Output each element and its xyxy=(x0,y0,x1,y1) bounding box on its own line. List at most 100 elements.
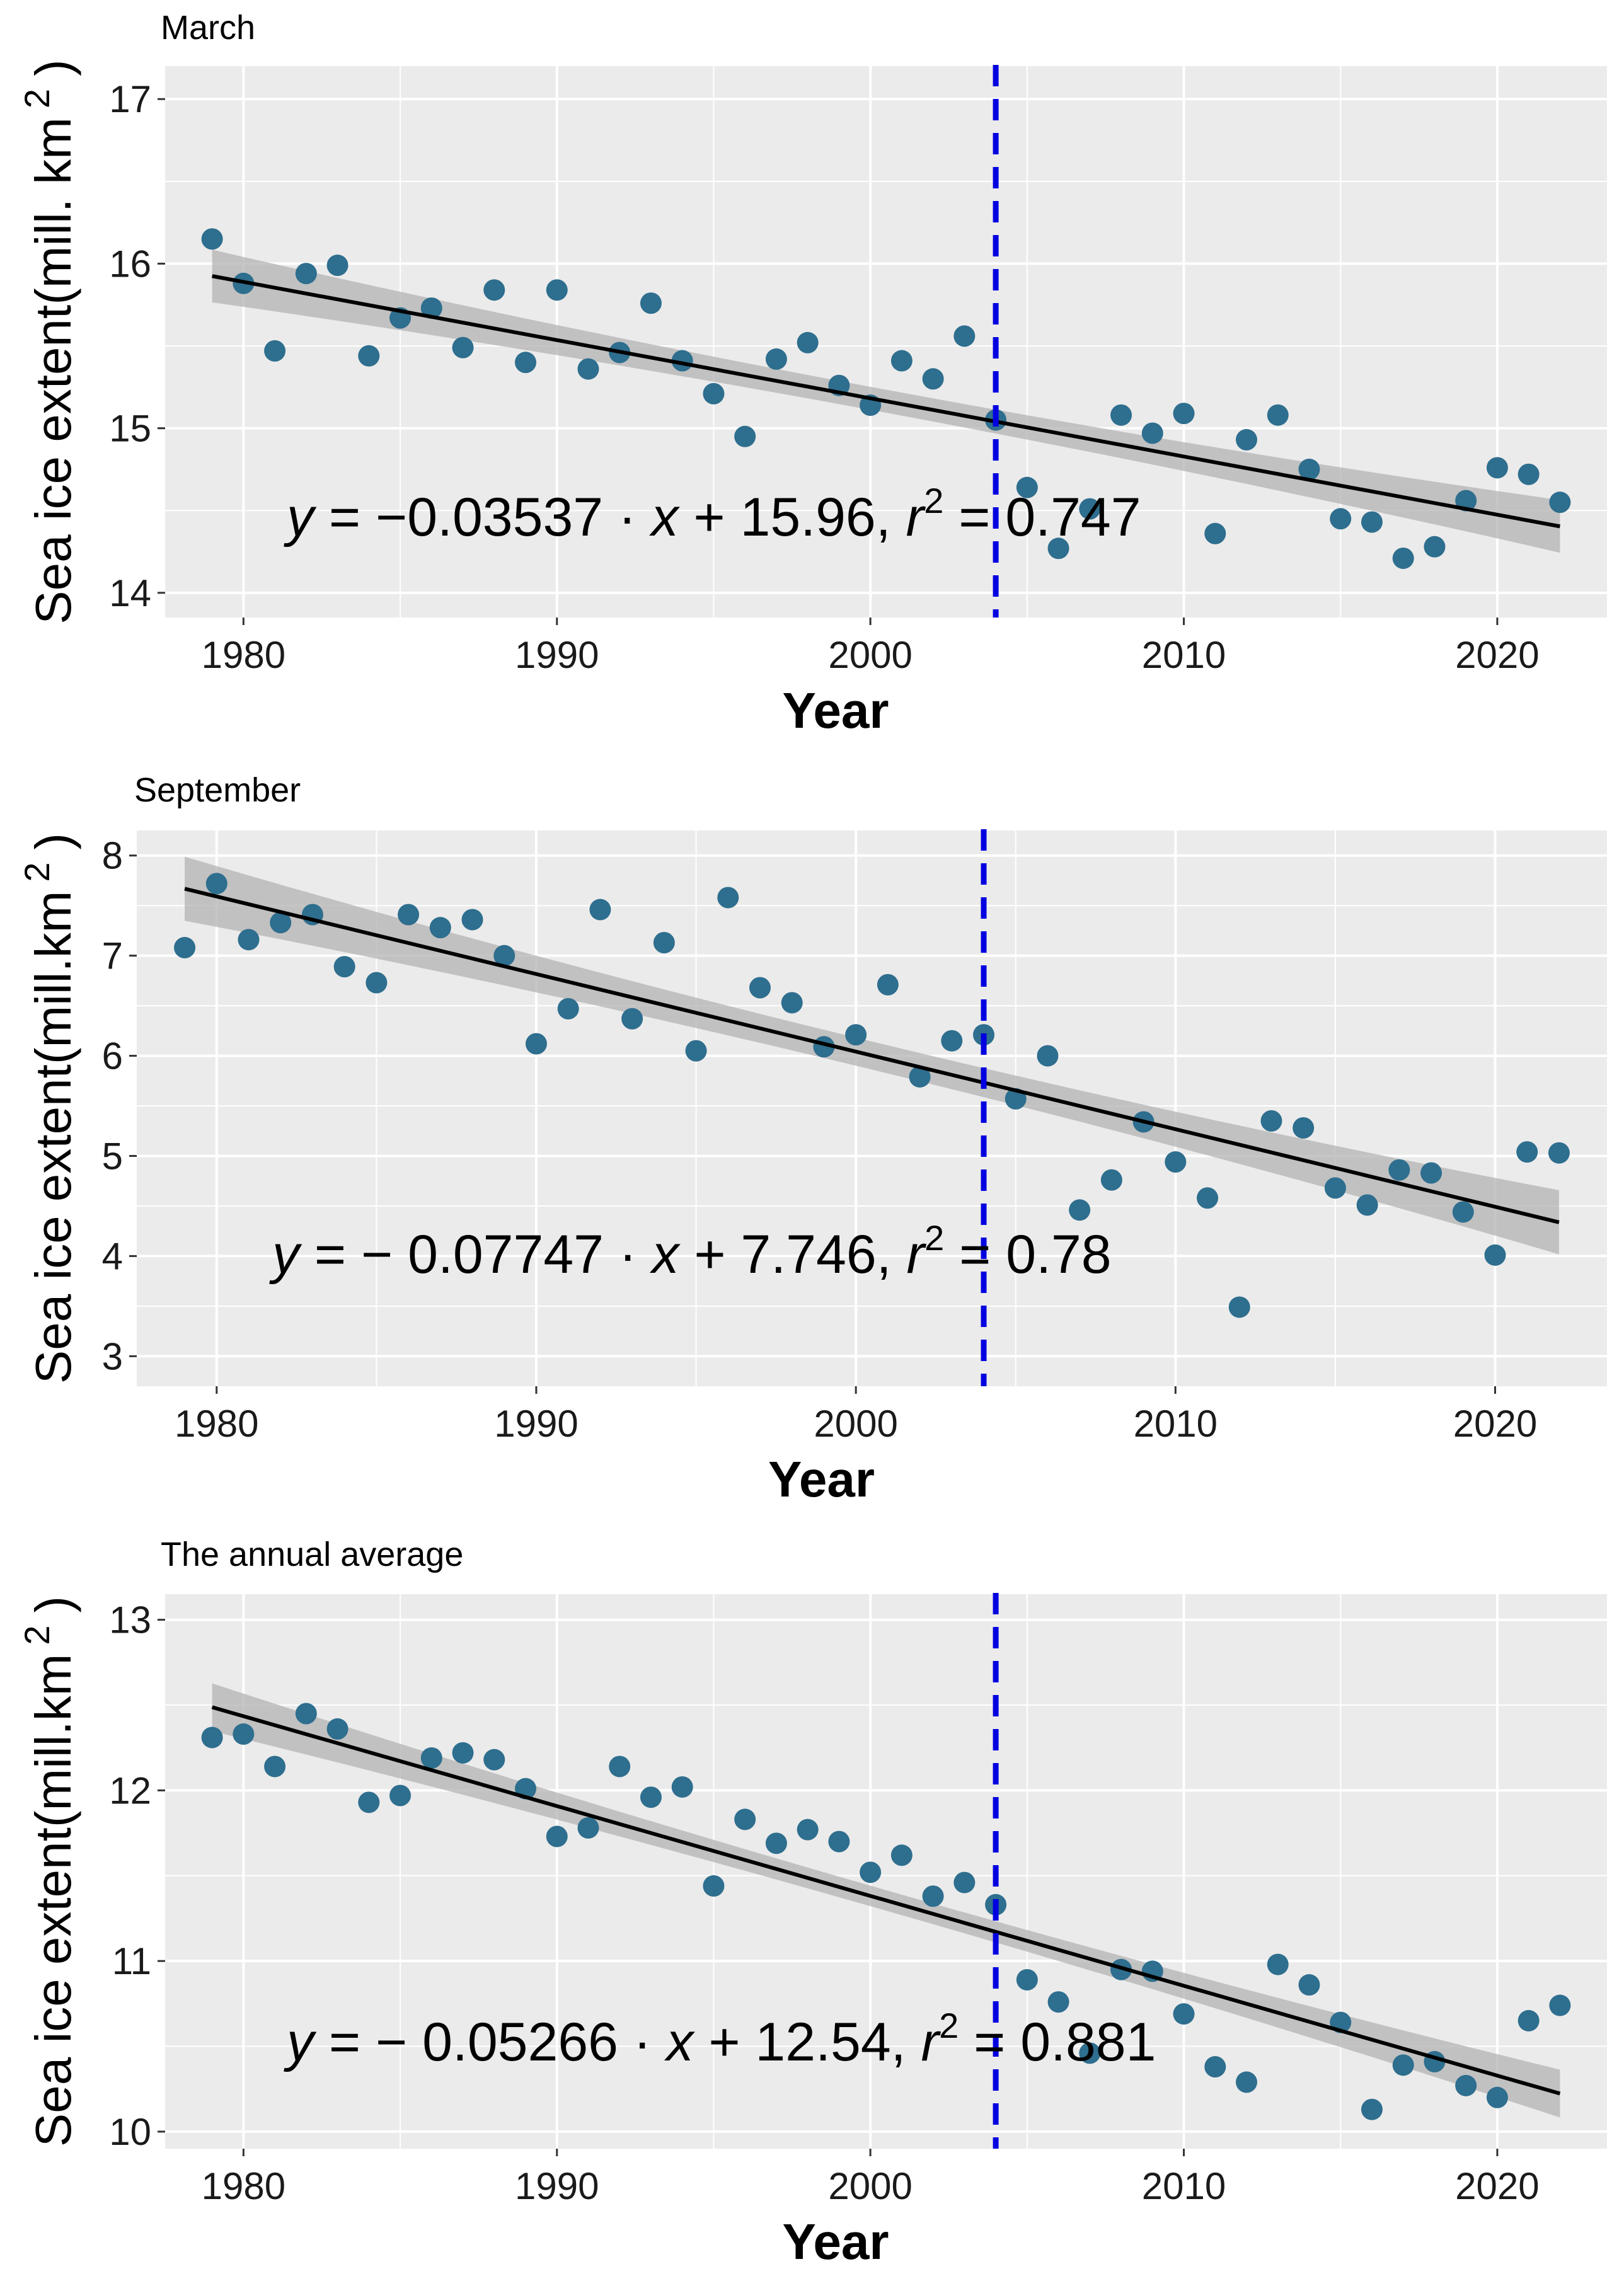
data-point xyxy=(295,263,317,285)
y-tick-label: 3 xyxy=(102,1335,123,1377)
regression-line xyxy=(212,274,1560,529)
data-point xyxy=(1069,1199,1091,1221)
x-tick-label: 2020 xyxy=(1455,2165,1539,2207)
x-tick-label: 2000 xyxy=(814,1403,897,1445)
data-point xyxy=(420,1747,442,1769)
data-point xyxy=(922,1885,944,1907)
data-point xyxy=(1517,463,1540,485)
data-point xyxy=(671,1776,693,1798)
data-point xyxy=(860,1861,882,1883)
x-tick-label: 1980 xyxy=(175,1403,258,1445)
data-point xyxy=(717,887,739,909)
data-point xyxy=(1484,1244,1506,1266)
data-point xyxy=(546,1825,568,1847)
data-point xyxy=(1016,476,1038,498)
data-point xyxy=(1165,1151,1187,1173)
data-point xyxy=(890,1844,913,1866)
data-point xyxy=(1173,403,1195,425)
data-point xyxy=(653,931,675,953)
data-point xyxy=(326,1718,348,1740)
data-point xyxy=(1141,422,1163,444)
data-point xyxy=(1197,1187,1219,1209)
x-axis-label: Year xyxy=(782,2214,889,2268)
y-tick-label: 5 xyxy=(102,1135,123,1177)
axes: 1980 1990 2000 2010 2020 14 15 16 17 xyxy=(109,66,1607,676)
chart-title: March xyxy=(161,9,255,47)
data-point xyxy=(1100,1169,1122,1191)
data-point xyxy=(577,1817,599,1839)
data-point xyxy=(703,382,725,405)
data-point xyxy=(1388,1159,1410,1181)
data-point xyxy=(546,279,568,301)
data-point xyxy=(398,904,420,926)
data-point xyxy=(765,1832,787,1854)
x-tick-label: 2020 xyxy=(1453,1403,1537,1445)
data-point xyxy=(1517,2009,1540,2031)
data-point xyxy=(1204,2056,1226,2078)
data-point xyxy=(828,1830,850,1853)
data-point xyxy=(233,1723,255,1745)
data-point xyxy=(1260,1110,1282,1132)
x-tick-label: 2010 xyxy=(1142,634,1226,676)
x-axis-label: Year xyxy=(768,1451,875,1507)
regression-line xyxy=(184,887,1560,1224)
x-tick-label: 1990 xyxy=(494,1403,578,1445)
data-point xyxy=(201,1727,223,1749)
data-point xyxy=(1110,404,1132,426)
data-point xyxy=(295,1703,317,1725)
regression-equation: y = −0.03537 · x + 15.96, r2 = 0.747 xyxy=(284,481,1141,548)
data-point xyxy=(845,1024,867,1046)
data-point xyxy=(1228,1296,1250,1318)
data-point xyxy=(366,972,388,994)
data-point xyxy=(890,350,913,372)
data-point xyxy=(1549,1994,1571,2016)
chart-title: September xyxy=(134,771,301,809)
plot-background xyxy=(165,1594,1607,2149)
data-point xyxy=(1392,2054,1414,2076)
data-point xyxy=(1356,1194,1378,1216)
data-point xyxy=(1173,2003,1195,2025)
data-point xyxy=(640,292,662,314)
data-point xyxy=(1324,1177,1346,1199)
data-point xyxy=(1037,1045,1059,1067)
data-point xyxy=(1392,547,1414,569)
data-point xyxy=(1236,428,1257,451)
y-tick-label: 7 xyxy=(102,935,123,977)
data-point xyxy=(420,297,442,319)
chart-title: The annual average xyxy=(161,1536,463,1573)
data-point xyxy=(238,929,260,951)
data-point xyxy=(201,228,223,250)
data-point xyxy=(1204,522,1226,544)
x-tick-label: 2000 xyxy=(828,634,912,676)
chart-annual-average-svg: 1980 1990 2000 2010 2020 10 11 12 13 y = − 0.0526… xyxy=(17,1536,1607,2268)
data-point xyxy=(358,1791,380,1813)
data-point xyxy=(1361,511,1383,533)
data-point xyxy=(765,348,787,370)
data-point xyxy=(749,977,771,999)
data-point xyxy=(922,368,944,390)
y-axis-label: Sea ice extent(mill. km2) xyxy=(17,59,81,624)
y-tick-label: 10 xyxy=(109,2111,151,2153)
data-point xyxy=(1298,458,1320,480)
data-points xyxy=(201,228,1571,569)
data-point xyxy=(1079,498,1101,520)
data-point xyxy=(493,945,515,967)
data-point xyxy=(1452,1201,1474,1223)
y-tick-label: 13 xyxy=(109,1599,151,1641)
data-point xyxy=(1361,2098,1383,2120)
data-point xyxy=(577,358,599,380)
y-tick-label: 14 xyxy=(109,572,151,614)
data-point xyxy=(358,345,380,367)
x-tick-label: 2010 xyxy=(1142,2165,1226,2207)
data-point xyxy=(1293,1117,1315,1139)
data-point xyxy=(1047,1991,1069,2013)
data-point xyxy=(452,336,474,359)
y-tick-label: 12 xyxy=(109,1769,151,1812)
x-tick-label: 2020 xyxy=(1455,634,1539,676)
data-point xyxy=(557,997,579,1020)
data-point xyxy=(264,340,286,362)
data-point xyxy=(1455,2074,1477,2096)
data-point xyxy=(333,956,355,978)
data-point xyxy=(734,425,756,447)
x-tick-label: 1980 xyxy=(202,2165,285,2207)
